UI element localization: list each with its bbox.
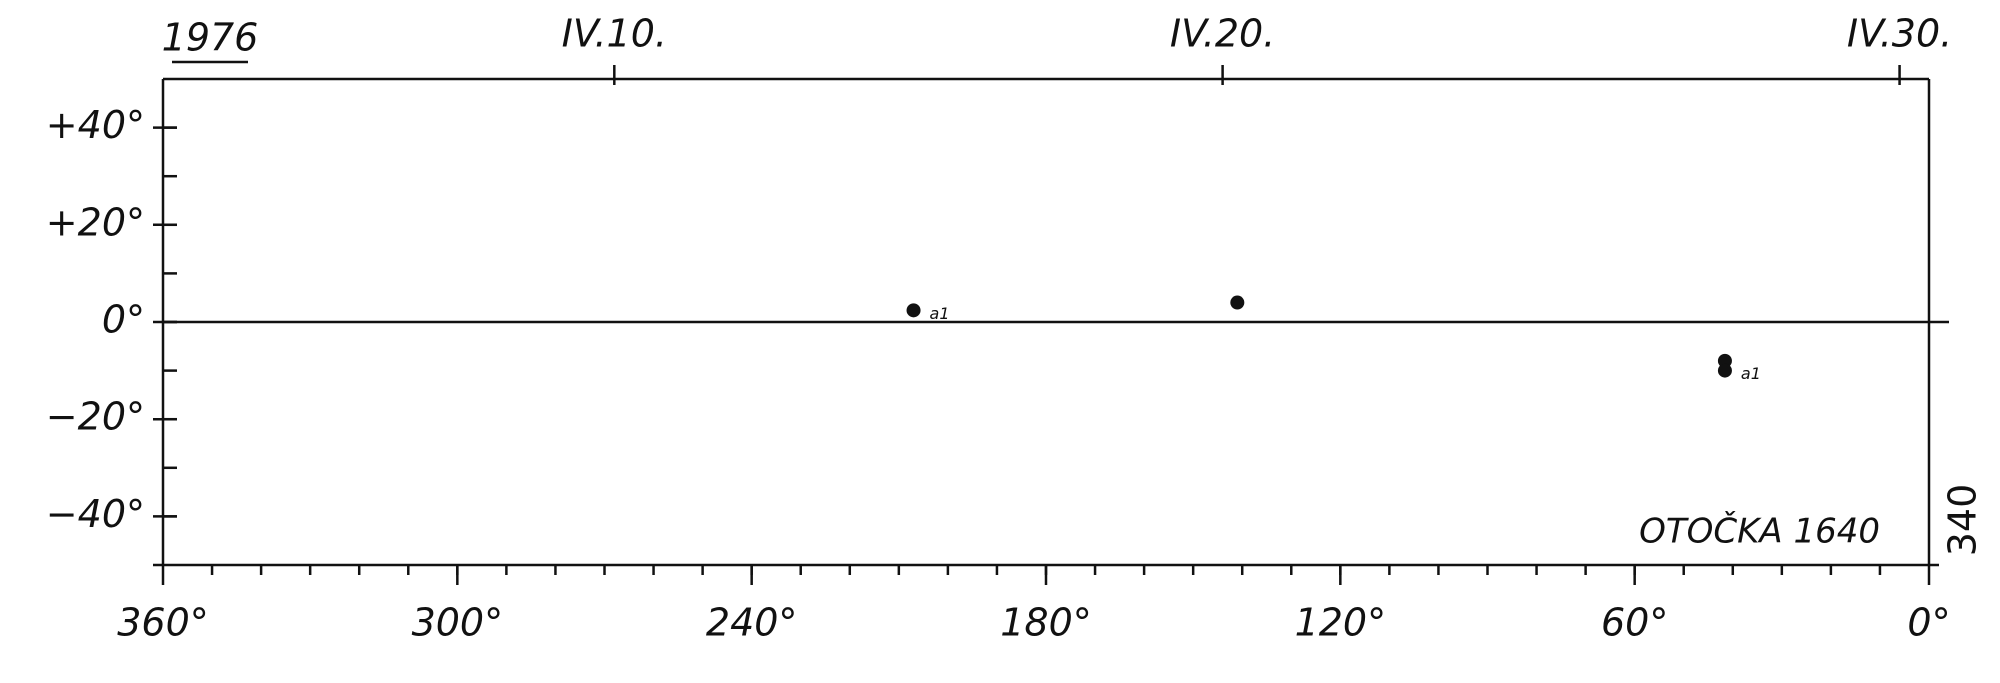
- y-tick-label: −40°: [46, 492, 145, 536]
- rotation-label: OTOČKA 1640: [1639, 511, 1880, 552]
- y-tick-label: +20°: [46, 200, 145, 244]
- x-tick-label: 180°: [1000, 601, 1092, 645]
- y-tick-label: +40°: [46, 103, 145, 147]
- date-label: IV.30.: [1847, 12, 1952, 56]
- y-tick-label: 0°: [102, 298, 145, 342]
- y-tick-label: −20°: [46, 395, 145, 439]
- x-tick-label: 360°: [117, 601, 209, 645]
- date-label: IV.10.: [562, 12, 667, 56]
- year-label: 1976: [162, 16, 259, 60]
- date-label: IV.20.: [1170, 12, 1275, 56]
- x-tick-label: 120°: [1295, 601, 1387, 645]
- side-label: 340: [1941, 484, 1985, 557]
- point-label: a1: [1741, 364, 1761, 383]
- x-tick-label: 240°: [706, 601, 798, 645]
- point: [906, 303, 921, 318]
- x-tick-label: 0°: [1907, 601, 1950, 645]
- point: [1717, 353, 1732, 368]
- x-tick-label: 60°: [1601, 601, 1668, 645]
- point-label: a1: [930, 304, 950, 323]
- point: [1717, 363, 1732, 378]
- x-tick-label: 300°: [412, 601, 504, 645]
- point: [1230, 295, 1245, 310]
